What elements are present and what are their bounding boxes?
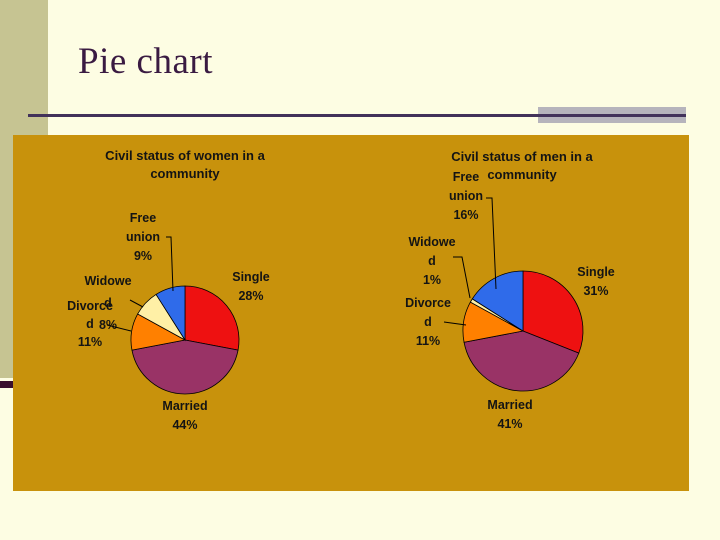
women-chart-title: Civil status of women in a community <box>105 148 265 181</box>
men-chart-title: Civil status of men in a community <box>451 149 593 182</box>
pie-slice-free-union <box>155 285 186 342</box>
men-leader-free-union <box>486 197 497 290</box>
men-label-single: Single 31% <box>577 265 615 298</box>
pie-slice-married <box>131 339 239 395</box>
women-label-married: Married 44% <box>162 399 208 432</box>
women-pie <box>130 285 240 395</box>
pie-slice-married <box>463 330 580 392</box>
women-label-divorced: Divorce d 11% <box>67 299 113 349</box>
men-label-widowed: Widowe d 1% <box>408 235 456 287</box>
women-label-single: Single 28% <box>232 270 270 303</box>
pie-slice-single <box>184 285 240 351</box>
pie-slice-single <box>522 270 584 354</box>
women-leader-divorced <box>106 324 132 332</box>
women-leader-free-union <box>166 236 174 292</box>
men-label-married: Married 41% <box>487 398 533 431</box>
men-pie <box>462 270 584 392</box>
title-rule-line <box>28 114 686 117</box>
men-label-free-union: Free union 16% <box>448 170 484 222</box>
men-label-divorced: Divorce d 11% <box>405 296 451 348</box>
women-label-free-union: Free union 9% <box>125 211 161 263</box>
pie-slice-free-union <box>471 270 524 332</box>
accent-bar <box>0 381 16 388</box>
women-leader-widowed <box>129 299 144 308</box>
men-leader-divorced <box>443 321 467 326</box>
men-leader-widowed <box>453 256 471 299</box>
slide-title: Pie chart <box>78 41 213 82</box>
